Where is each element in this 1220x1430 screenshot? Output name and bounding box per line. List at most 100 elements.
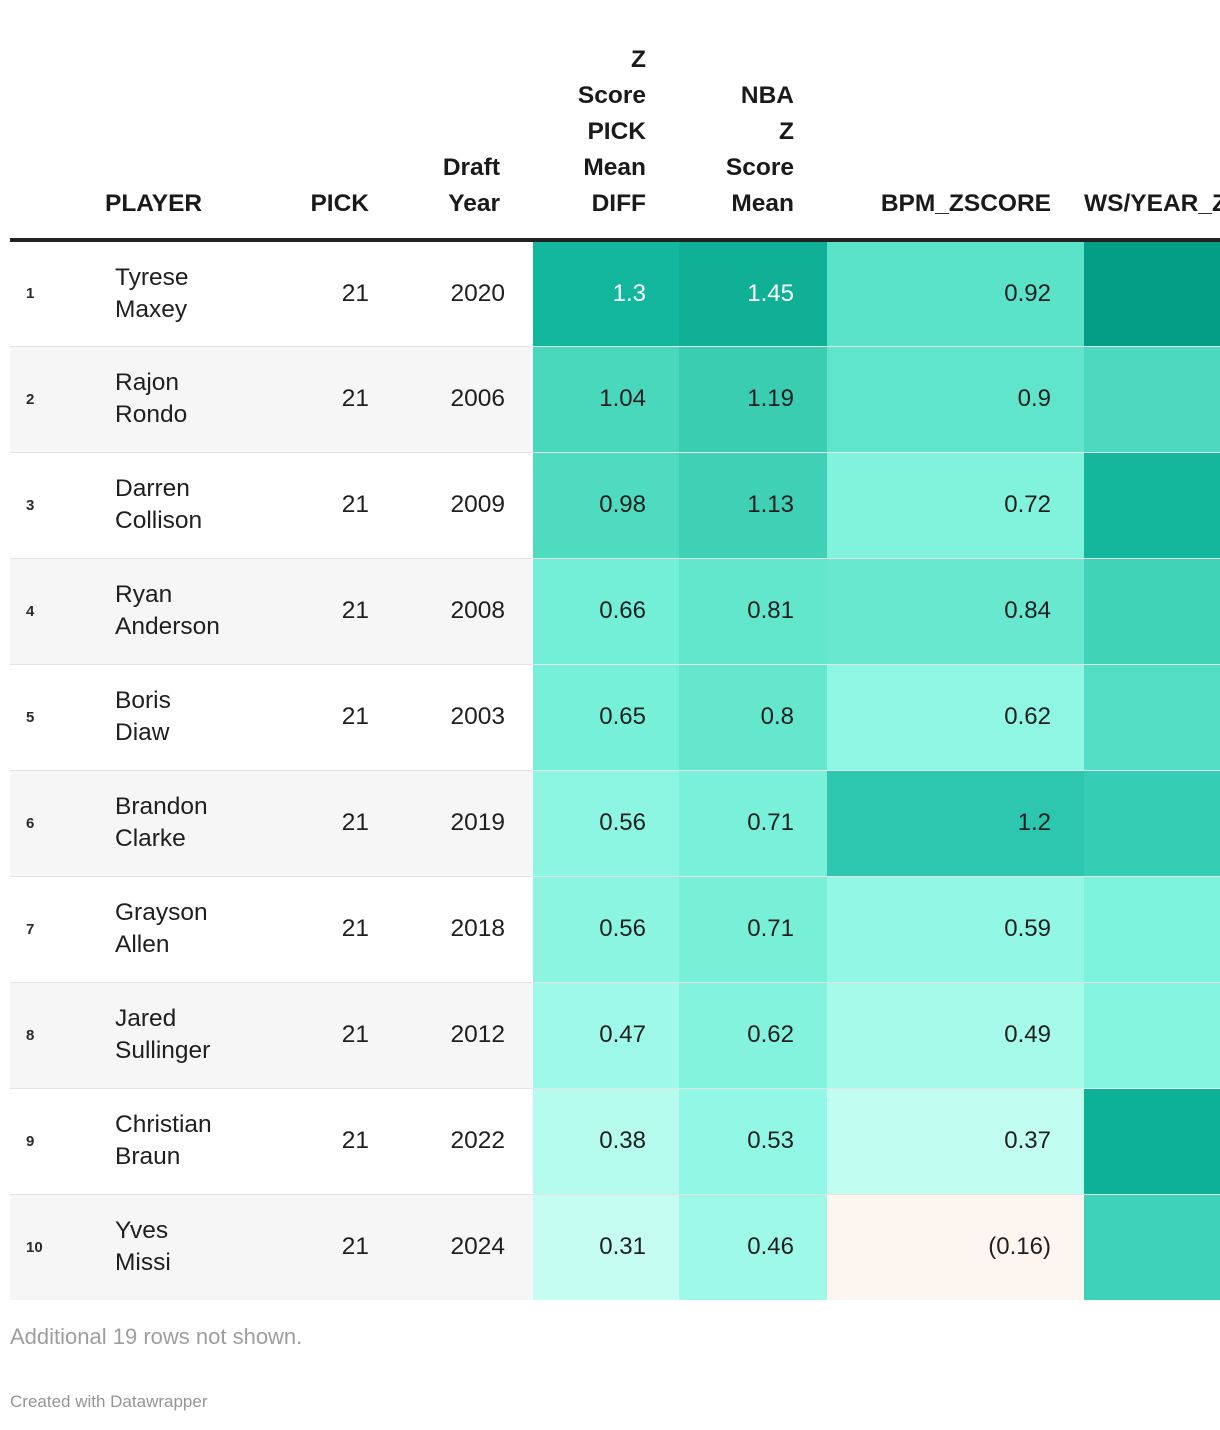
diff-heat-cell: 0.38: [533, 1087, 679, 1194]
year-cell: 2020: [450, 279, 505, 307]
player-cell: Boris Diaw: [105, 663, 290, 770]
player-cell: Jared Sullinger: [105, 981, 290, 1088]
player-cell: Rajon Rondo: [105, 345, 290, 452]
header-row: PLAYER PICK Draft Year Z Score PICK Mean…: [10, 0, 1220, 242]
year-cell: 2022: [369, 1087, 533, 1194]
bpm-heat-cell: 0.72: [827, 451, 1084, 558]
ws-heat-cell: [1084, 663, 1220, 770]
diff-heat-cell: 0.47: [533, 981, 679, 1088]
pick-cell: 21: [290, 1193, 369, 1300]
bpm-heat-cell: 0.49: [827, 981, 1084, 1088]
year-cell: 2009: [369, 451, 533, 558]
diff-heat-cell: 1.3: [533, 240, 679, 346]
header-cell-nba-zscore-mean: NBA Z Score Mean: [679, 0, 827, 242]
table-row: 3 Darren Collison 21 2009 0.98 1.13 0.72: [10, 451, 1220, 558]
year-cell: 2018: [369, 875, 533, 982]
pick-cell: 21: [290, 769, 369, 876]
ws-heat-cell: [1084, 345, 1220, 452]
rank-cell: 4: [10, 557, 105, 664]
table-row: 9 Christian Braun 21 2022 0.38 0.53 0.37: [10, 1087, 1220, 1194]
table-body: 1 Tyrese Maxey 21 2020 1.3 1.45 0.92 2 R…: [10, 240, 1220, 1300]
player-cell: Tyrese Maxey: [115, 263, 189, 323]
bpm-heat-cell: 0.92: [827, 240, 1084, 346]
pick-cell: 21: [290, 557, 369, 664]
nba-heat-cell: 0.71: [679, 875, 827, 982]
diff-heat-cell: 0.56: [533, 875, 679, 982]
nba-heat-cell: 0.8: [679, 663, 827, 770]
header-cell-pick: PICK: [290, 0, 369, 242]
nba-heat-cell: 1.45: [679, 240, 827, 346]
rank-cell: 3: [10, 451, 105, 558]
diff-heat-cell: 0.65: [533, 663, 679, 770]
header-cell-zscore-pick-mean-diff: Z Score PICK Mean DIFF: [533, 0, 679, 242]
year-cell: 2003: [369, 663, 533, 770]
table-row: 6 Brandon Clarke 21 2019 0.56 0.71 1.2: [10, 769, 1220, 876]
rank-cell: 5: [10, 663, 105, 770]
year-cell: 2008: [369, 557, 533, 664]
bpm-heat-cell: 0.84: [827, 557, 1084, 664]
rank-cell: 7: [10, 875, 105, 982]
nba-heat-cell: 0.71: [679, 769, 827, 876]
rank-cell: 10: [10, 1193, 105, 1300]
bpm-heat-cell: 1.2: [827, 769, 1084, 876]
year-cell: 2019: [369, 769, 533, 876]
ws-heat-cell: [1084, 557, 1220, 664]
bpm-heat-cell: 0.62: [827, 663, 1084, 770]
nba-heat-cell: 0.46: [679, 1193, 827, 1300]
table-row: 5 Boris Diaw 21 2003 0.65 0.8 0.62: [10, 663, 1220, 770]
ws-heat-cell: [1084, 451, 1220, 558]
year-cell: 2012: [369, 981, 533, 1088]
ws-heat-cell: [1084, 240, 1220, 346]
table-row: 4 Ryan Anderson 21 2008 0.66 0.81 0.84: [10, 557, 1220, 664]
pick-cell: 21: [290, 981, 369, 1088]
rank-cell: 2: [10, 345, 105, 452]
nba-heat-cell: 1.13: [679, 451, 827, 558]
ws-heat-cell: [1084, 769, 1220, 876]
year-cell: 2006: [369, 345, 533, 452]
diff-heat-cell: 0.31: [533, 1193, 679, 1300]
diff-heat-cell: 0.66: [533, 557, 679, 664]
player-cell: Christian Braun: [105, 1087, 290, 1194]
nba-heat-cell: 0.81: [679, 557, 827, 664]
diff-heat-cell: 0.56: [533, 769, 679, 876]
player-cell: Grayson Allen: [105, 875, 290, 982]
pick-cell: 21: [341, 279, 369, 307]
player-cell: Yves Missi: [105, 1193, 290, 1300]
nba-heat-cell: 1.19: [679, 345, 827, 452]
pick-cell: 21: [290, 875, 369, 982]
header-cell-rank: [10, 0, 105, 242]
pick-cell: 21: [290, 1087, 369, 1194]
ws-heat-cell: [1084, 1193, 1220, 1300]
rank-cell: 6: [10, 769, 105, 876]
player-cell: Ryan Anderson: [105, 557, 290, 664]
header-cell-draft-year: Draft Year: [369, 0, 533, 242]
table-row: 10 Yves Missi 21 2024 0.31 0.46 (0.16): [10, 1193, 1220, 1300]
nba-heat-cell: 0.53: [679, 1087, 827, 1194]
nba-heat-cell: 0.62: [679, 981, 827, 1088]
table-row: 8 Jared Sullinger 21 2012 0.47 0.62 0.49: [10, 981, 1220, 1088]
table-row: 7 Grayson Allen 21 2018 0.56 0.71 0.59: [10, 875, 1220, 982]
rows-not-shown-note: Additional 19 rows not shown.: [10, 1324, 303, 1349]
bpm-heat-cell: (0.16): [827, 1193, 1084, 1300]
bpm-heat-cell: 0.9: [827, 345, 1084, 452]
bpm-heat-cell: 0.59: [827, 875, 1084, 982]
rank-cell: 1: [26, 285, 35, 303]
header-cell-bpm-zscore: BPM_ZSCORE: [827, 0, 1084, 242]
diff-heat-cell: 0.98: [533, 451, 679, 558]
table-row: 1 Tyrese Maxey 21 2020 1.3 1.45 0.92: [10, 240, 1220, 346]
bpm-heat-cell: 0.37: [827, 1087, 1084, 1194]
datawrapper-credit: Created with Datawrapper: [10, 1392, 208, 1411]
rank-cell: 8: [10, 981, 105, 1088]
player-cell: Darren Collison: [105, 451, 290, 558]
header-cell-player: PLAYER: [105, 0, 290, 242]
ws-heat-cell: [1084, 981, 1220, 1088]
table-header: PLAYER PICK Draft Year Z Score PICK Mean…: [10, 0, 1220, 242]
pick-cell: 21: [290, 663, 369, 770]
diff-heat-cell: 1.04: [533, 345, 679, 452]
ws-heat-cell: [1084, 875, 1220, 982]
player-cell: Brandon Clarke: [105, 769, 290, 876]
table-row: 2 Rajon Rondo 21 2006 1.04 1.19 0.9: [10, 345, 1220, 452]
draft-pick-table: PLAYER PICK Draft Year Z Score PICK Mean…: [10, 0, 1220, 1300]
year-cell: 2024: [369, 1193, 533, 1300]
